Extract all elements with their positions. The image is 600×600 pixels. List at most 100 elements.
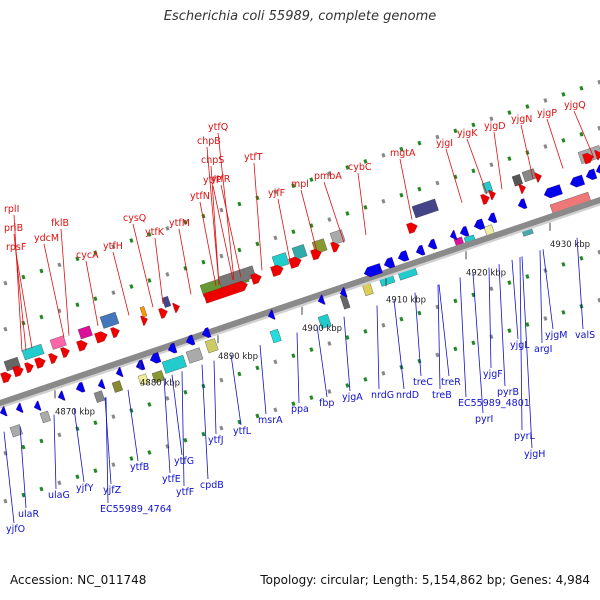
gene-label-lower: yjfZ [103, 485, 122, 496]
gene-label-lower: yjfY [76, 483, 94, 494]
ruler-dot [183, 437, 188, 443]
ruler-dot [21, 492, 26, 498]
gene-label-lower: cpdB [200, 480, 224, 491]
ruler-dot [219, 207, 224, 213]
ruler-dot [201, 259, 206, 265]
gene-label-lower: ytfE [162, 474, 181, 485]
reverse-gene-arrow [383, 257, 396, 269]
gene-label-lower: EC55989_4801 [458, 398, 530, 409]
reverse-gene-arrow [317, 294, 326, 305]
gene-labels: rplI priB rpsF ydcM fklB cycA ytfH cysQ ytfK ytfM… [4, 100, 595, 535]
gene-label-upper: pmbA [314, 171, 342, 182]
gene-label-lower: ytfB [130, 462, 149, 473]
feature-box [271, 252, 290, 269]
gene-label-lower: treB [432, 390, 452, 401]
forward-gene-arrow [0, 371, 12, 384]
ruler-dot [291, 401, 296, 407]
ruler-dot [75, 256, 80, 262]
ruler-dot [111, 290, 116, 296]
gene-label-upper: yjgP [537, 108, 557, 119]
ruler-dot [435, 134, 440, 140]
feature-box [39, 410, 51, 424]
gene-label-upper: chpS [201, 155, 224, 166]
forward-gene-arrow [480, 194, 490, 205]
ruler-dot [579, 255, 584, 261]
leader-line-lower [521, 256, 533, 449]
forward-gene-arrow [288, 256, 302, 269]
ruler-dot [471, 122, 476, 128]
ruler-dot [453, 346, 458, 352]
forward-gene-arrow [203, 280, 248, 304]
feature-box [111, 380, 123, 393]
ruler-dot [255, 241, 260, 247]
ruler-dot [219, 377, 224, 383]
ruler-dot [219, 253, 224, 259]
leader-line-upper [445, 148, 463, 203]
ruler-dot [489, 162, 494, 168]
ruler-dot [129, 284, 134, 289]
ruler-dot [489, 286, 494, 292]
leader-line-upper [220, 184, 242, 278]
feature-box [9, 424, 23, 438]
leader-line-lower [296, 332, 300, 404]
scale-tick-label: 4880 kbp [140, 379, 180, 389]
scale-ticks: 4870 kbp 4880 kbp 4890 kbp 4900 kbp 4910 kbp… [54, 222, 590, 417]
ruler-dot [381, 198, 386, 204]
leader-line-lower [163, 377, 171, 474]
ruler-dot [597, 125, 600, 131]
gene-label-lower: yjgM [545, 330, 568, 341]
leader-line-lower [3, 431, 15, 524]
ruler-dot [39, 268, 44, 274]
accession-label: Accession: NC_011748 [10, 573, 147, 587]
ruler-dot [417, 358, 422, 364]
ruler-dot [111, 244, 116, 250]
ruler-dot [93, 468, 98, 474]
forward-gene-arrow [76, 340, 88, 352]
reverse-gene-arrow [427, 238, 438, 250]
leader-line-lower [316, 325, 328, 398]
ruler-dot [273, 359, 278, 365]
leader-line-lower [19, 426, 27, 509]
ruler-dot [147, 278, 152, 283]
ruler-dot [165, 225, 170, 231]
ruler-dot [345, 383, 350, 388]
leader-line-upper [520, 124, 534, 179]
ruler-dot [21, 274, 26, 280]
feature-box [99, 311, 120, 329]
ruler-dot [543, 98, 548, 103]
ruler-dot [597, 297, 600, 303]
ruler-dot [327, 217, 332, 222]
forward-gene-arrow [60, 347, 70, 358]
reverse-gene-arrow [149, 352, 162, 364]
ruler-dot [561, 138, 566, 143]
ruler-dot [93, 296, 98, 302]
ruler-dot [561, 310, 566, 315]
feature-box [161, 296, 172, 308]
gene-label-lower: ppa [291, 404, 309, 415]
leader-line-upper [546, 118, 564, 169]
leader-line-lower [459, 277, 467, 398]
feature-box [269, 328, 282, 344]
leader-line-lower [213, 360, 217, 435]
forward-gene-arrow [518, 183, 526, 194]
leader-line-upper [300, 189, 318, 252]
leader-line-lower [414, 292, 422, 377]
reverse-gene-arrow [0, 406, 8, 417]
leader-line-lower [105, 397, 109, 504]
ruler-dot [147, 232, 152, 237]
gene-label-upper: ytfH [103, 241, 123, 252]
gene-label-lower: valS [575, 330, 595, 341]
gene-label-lower: yjgA [342, 392, 363, 403]
ruler-dot [363, 328, 368, 334]
ruler-dot [183, 219, 188, 225]
map-title: Escherichia coli 55989, complete genome [163, 9, 437, 24]
reverse-gene-arrow [97, 379, 106, 390]
feature-box [161, 354, 187, 374]
gene-label-upper: mgtA [390, 148, 416, 159]
leader-line-lower [539, 250, 543, 344]
reverse-gene-arrow [115, 366, 124, 377]
leader-line-lower [498, 264, 506, 387]
ruler-dot [525, 104, 530, 109]
leader-line-upper [253, 162, 263, 271]
